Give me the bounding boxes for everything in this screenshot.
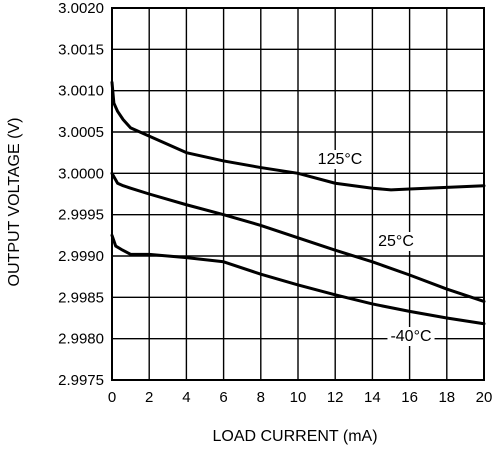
y-tick-label: 3.0010 bbox=[58, 83, 104, 100]
x-tick-label: 4 bbox=[182, 389, 190, 406]
x-tick-label: 20 bbox=[476, 389, 493, 406]
series-label-background bbox=[375, 232, 417, 251]
x-tick-labels: 0 2 4 6 8 10 12 14 16 18 20 bbox=[108, 389, 493, 406]
series-label-background bbox=[314, 150, 366, 169]
x-tick-label: 10 bbox=[290, 389, 307, 406]
series-label: 125°C bbox=[318, 151, 363, 168]
series-label-background bbox=[387, 327, 435, 346]
x-tick-label: 6 bbox=[219, 389, 227, 406]
x-tick-label: 12 bbox=[327, 389, 344, 406]
y-tick-label: 2.9975 bbox=[58, 372, 104, 389]
plot-frame bbox=[111, 7, 485, 381]
x-tick-label: 0 bbox=[108, 389, 116, 406]
series-curves bbox=[110, 80, 486, 326]
x-tick-label: 8 bbox=[257, 389, 265, 406]
x-tick-label: 14 bbox=[364, 389, 381, 406]
grid bbox=[111, 7, 485, 381]
y-axis-label: OUTPUT VOLTAGE (V) bbox=[6, 118, 23, 287]
y-tick-label: 3.0020 bbox=[58, 0, 104, 17]
series-line bbox=[110, 171, 486, 303]
series-line bbox=[110, 80, 486, 192]
y-tick-label: 2.9980 bbox=[58, 331, 104, 348]
x-axis-label: LOAD CURRENT (mA) bbox=[212, 428, 377, 445]
series-label: -40°C bbox=[390, 328, 431, 345]
series-line bbox=[110, 233, 486, 326]
y-tick-label: 2.9985 bbox=[58, 289, 104, 306]
y-tick-label: 3.0015 bbox=[58, 41, 104, 58]
series-label: 25°C bbox=[378, 233, 414, 250]
y-tick-label: 3.0005 bbox=[58, 124, 104, 141]
series-labels: 125°C 25°C -40°C bbox=[314, 150, 435, 346]
x-tick-label: 2 bbox=[145, 389, 153, 406]
y-tick-label: 2.9990 bbox=[58, 248, 104, 265]
x-tick-label: 18 bbox=[438, 389, 455, 406]
y-tick-label: 2.9995 bbox=[58, 207, 104, 224]
y-tick-label: 3.0000 bbox=[58, 165, 104, 182]
x-tick-label: 16 bbox=[401, 389, 418, 406]
y-tick-labels: 3.0020 3.0015 3.0010 3.0005 3.0000 2.9995 2.99… bbox=[58, 0, 104, 389]
